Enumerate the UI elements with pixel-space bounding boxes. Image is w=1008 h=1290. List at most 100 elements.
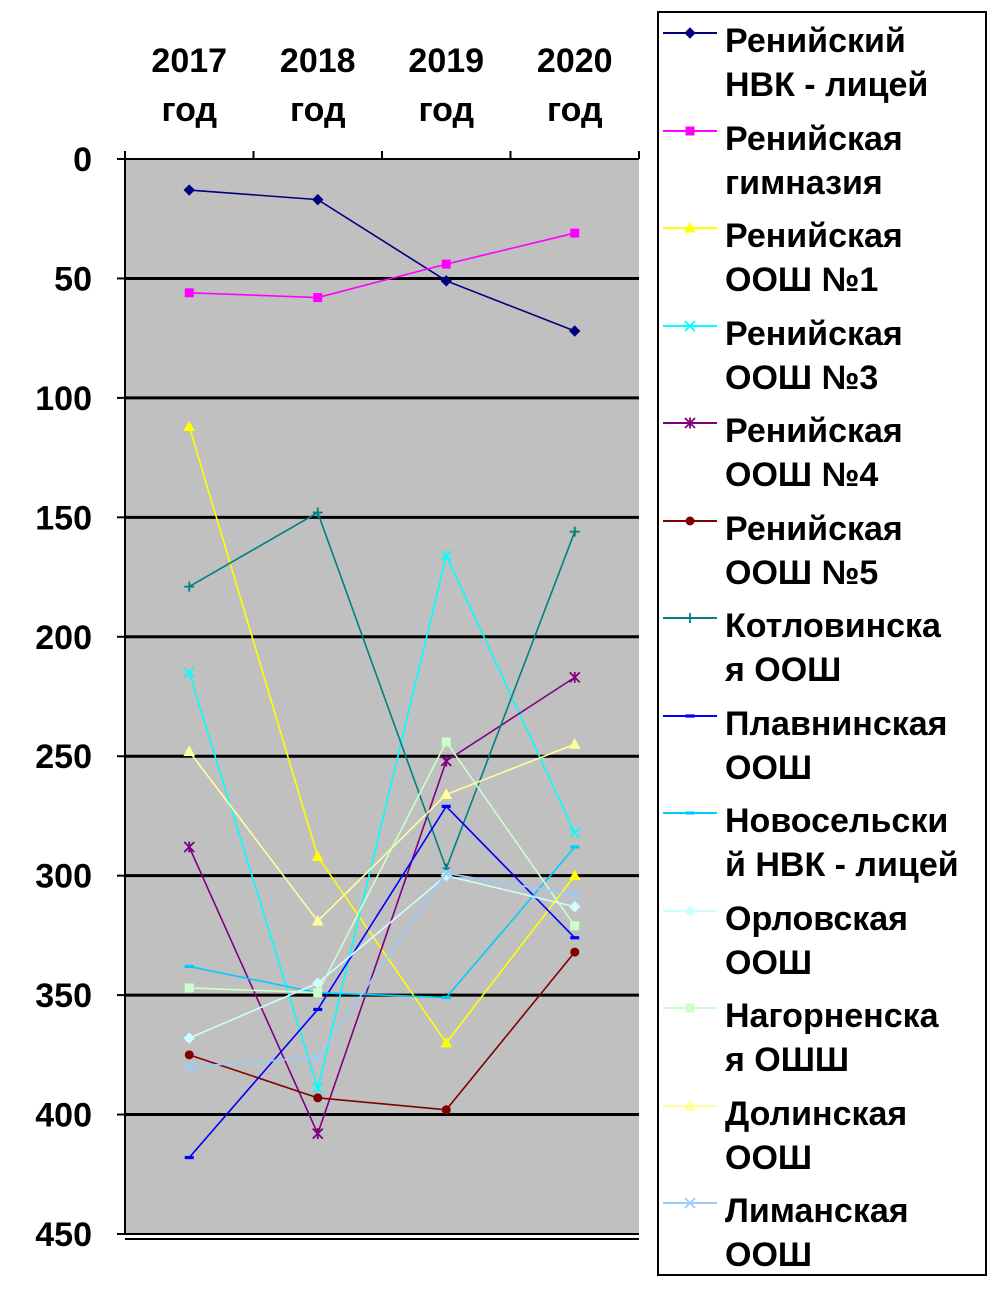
data-point-marker xyxy=(313,1093,323,1103)
data-point-marker xyxy=(184,1155,194,1160)
data-point-marker xyxy=(684,1099,696,1110)
y-axis-tick-labels: 0 50 100 150 200 250 300 350 400 450 xyxy=(35,141,92,1254)
x-category-label: 2020 xyxy=(537,42,613,80)
series-8 xyxy=(184,804,580,1160)
y-tick-label: 450 xyxy=(35,1216,92,1254)
series-4 xyxy=(183,549,581,1094)
series-layer xyxy=(183,184,581,1160)
y-tick-label: 50 xyxy=(54,260,92,298)
legend-item: Ренийская ООШ №1 xyxy=(659,208,985,305)
series-line xyxy=(189,740,576,994)
legend-item: Котловинска я ООШ xyxy=(659,598,985,695)
data-point-marker xyxy=(441,1105,451,1115)
data-point-marker xyxy=(685,613,695,623)
legend-marker-icon xyxy=(663,613,717,623)
data-point-marker xyxy=(183,745,196,756)
legend-label: Новосельски й НВК - лицей xyxy=(725,802,959,884)
series-line xyxy=(188,951,576,1111)
data-point-marker xyxy=(313,293,323,303)
data-point-marker xyxy=(684,1197,696,1209)
legend-marker-icon xyxy=(663,126,717,135)
legend-item: Новосельски й НВК - лицей xyxy=(659,793,985,890)
legend-marker-icon xyxy=(663,1197,717,1209)
data-point-marker xyxy=(440,549,452,562)
series-6 xyxy=(184,947,580,1115)
data-point-marker xyxy=(570,921,580,931)
series-line xyxy=(188,511,576,871)
data-point-marker xyxy=(441,737,451,747)
series-7 xyxy=(184,507,580,874)
data-point-marker xyxy=(685,713,695,718)
legend-marker-icon xyxy=(663,1003,717,1013)
data-point-marker xyxy=(570,228,580,238)
series-11 xyxy=(184,737,580,998)
data-point-marker xyxy=(311,915,324,926)
data-point-marker xyxy=(440,755,452,767)
data-point-marker xyxy=(684,319,696,332)
data-point-marker xyxy=(569,827,581,839)
series-12 xyxy=(183,738,581,926)
data-point-marker xyxy=(570,845,580,849)
data-point-marker xyxy=(313,988,323,998)
series-line xyxy=(189,846,576,999)
data-point-marker xyxy=(440,1036,453,1048)
data-point-marker xyxy=(312,193,324,206)
legend-marker-icon xyxy=(663,713,717,718)
data-point-marker xyxy=(684,221,696,233)
data-point-marker xyxy=(685,811,695,815)
legend-item: Орловская ООШ xyxy=(659,891,985,988)
x-axis-category-labels: 2017 год 2018 год 2019 год 2020 год xyxy=(151,42,612,129)
data-point-marker xyxy=(311,850,324,862)
y-tick-label: 300 xyxy=(35,858,92,896)
series-line xyxy=(189,232,575,299)
data-point-marker xyxy=(684,417,696,429)
legend-marker-icon xyxy=(663,319,717,332)
legend-label: Ренийская ООШ №4 xyxy=(725,412,903,494)
data-point-marker xyxy=(441,804,451,808)
legend-label: Орловская ООШ xyxy=(725,899,909,982)
gridlines xyxy=(125,276,639,1117)
data-point-marker xyxy=(568,738,581,749)
legend-label: Ренийская ООШ №3 xyxy=(725,314,903,397)
y-tick-label: 200 xyxy=(35,619,92,657)
legend-label: Плавнинская ООШ xyxy=(725,704,948,787)
legend-label: Долинская ООШ xyxy=(725,1094,908,1177)
data-point-marker xyxy=(312,1128,324,1140)
data-point-marker xyxy=(441,259,451,269)
legend-label: Нагорненска я ОШШ xyxy=(725,997,939,1079)
legend-marker-icon xyxy=(663,516,717,525)
data-point-marker xyxy=(183,1061,195,1073)
data-point-marker xyxy=(440,275,452,287)
series-line xyxy=(188,553,576,1092)
data-point-marker xyxy=(570,947,580,957)
axes xyxy=(117,151,640,1240)
data-point-marker xyxy=(685,126,695,135)
y-tick-label: 400 xyxy=(35,1097,92,1135)
data-point-marker xyxy=(312,977,324,989)
legend-marker-icon xyxy=(663,221,717,233)
legend-label: Ренийская гимназия xyxy=(725,119,903,202)
data-point-marker xyxy=(441,995,451,1000)
legend-item: Нагорненска я ОШШ xyxy=(659,988,985,1085)
data-point-marker xyxy=(184,581,195,592)
series-1 xyxy=(183,184,581,337)
data-point-marker xyxy=(570,936,580,940)
legend-item: Ренийская гимназия xyxy=(659,111,985,208)
y-tick-label: 150 xyxy=(35,499,92,537)
x-category-label: 2019 xyxy=(408,42,484,80)
y-tick-label: 250 xyxy=(35,738,92,776)
data-point-marker xyxy=(312,1082,324,1094)
x-category-label: год xyxy=(161,91,217,129)
legend-item: Ренийская ООШ №3 xyxy=(659,306,985,403)
series-line xyxy=(189,872,575,1068)
series-line xyxy=(188,805,576,1159)
legend-marker-icon xyxy=(663,417,717,429)
data-point-marker xyxy=(183,666,195,679)
data-point-marker xyxy=(183,184,195,196)
legend-marker-icon xyxy=(663,904,717,917)
legend: Ренийский НВК - лицей Ренийская гимназия Р… xyxy=(657,11,987,1276)
data-point-marker xyxy=(569,901,581,913)
series-line xyxy=(188,743,576,923)
series-line xyxy=(189,189,576,332)
